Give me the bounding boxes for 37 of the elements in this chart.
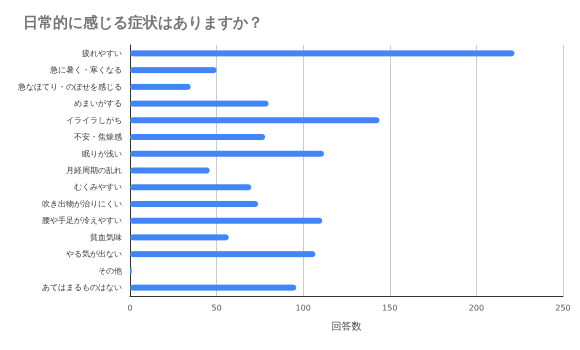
y-tick-label: 疲れやすい: [82, 48, 122, 58]
y-tick-label: イライラしがち: [66, 116, 122, 125]
bar: [130, 200, 258, 207]
y-tick-label: 吹き出物が治りにくい: [42, 199, 122, 208]
y-tick-label: めまいがする: [74, 99, 122, 108]
bar: [130, 150, 324, 157]
x-axis-title: 回答数: [332, 320, 362, 332]
bar: [130, 234, 229, 240]
bar: [130, 50, 515, 56]
bar: [130, 117, 380, 124]
bar: [130, 100, 269, 107]
bar: [130, 67, 217, 74]
y-tick-label: 貧血気味: [90, 232, 122, 242]
bar: [130, 284, 296, 291]
bar: [130, 251, 316, 258]
bar: [130, 84, 191, 90]
bar: [130, 168, 210, 174]
y-tick-label: 眠りが浅い: [82, 149, 122, 158]
y-tick-label: むくみやすい: [74, 182, 122, 192]
y-tick-label: 月経周期の乱れ: [66, 166, 122, 175]
x-tick-label: 100: [296, 304, 311, 312]
x-tick-label: 250: [555, 304, 571, 312]
x-tick-label: 0: [127, 304, 133, 312]
y-tick-label: あてはまるものはない: [42, 283, 122, 292]
x-tick-label: 50: [212, 304, 222, 312]
bar: [130, 218, 322, 224]
x-tick-label: 200: [468, 304, 484, 312]
x-tick-label: 150: [382, 304, 398, 312]
bar: [130, 184, 252, 190]
y-tick-label: 腰や手足が冷えやすい: [42, 216, 122, 226]
chart-title: 日常的に感じる症状はありますか？: [23, 14, 263, 32]
y-tick-label: その他: [98, 266, 122, 276]
y-tick-label: 急なほてり・のぼせを感じる: [17, 82, 122, 92]
y-tick-label: 不安・焦燥感: [74, 132, 122, 142]
y-tick-label: やる気が出ない: [66, 250, 122, 259]
bar: [130, 134, 266, 140]
y-tick-label: 急に暑く・寒くなる: [49, 66, 122, 75]
